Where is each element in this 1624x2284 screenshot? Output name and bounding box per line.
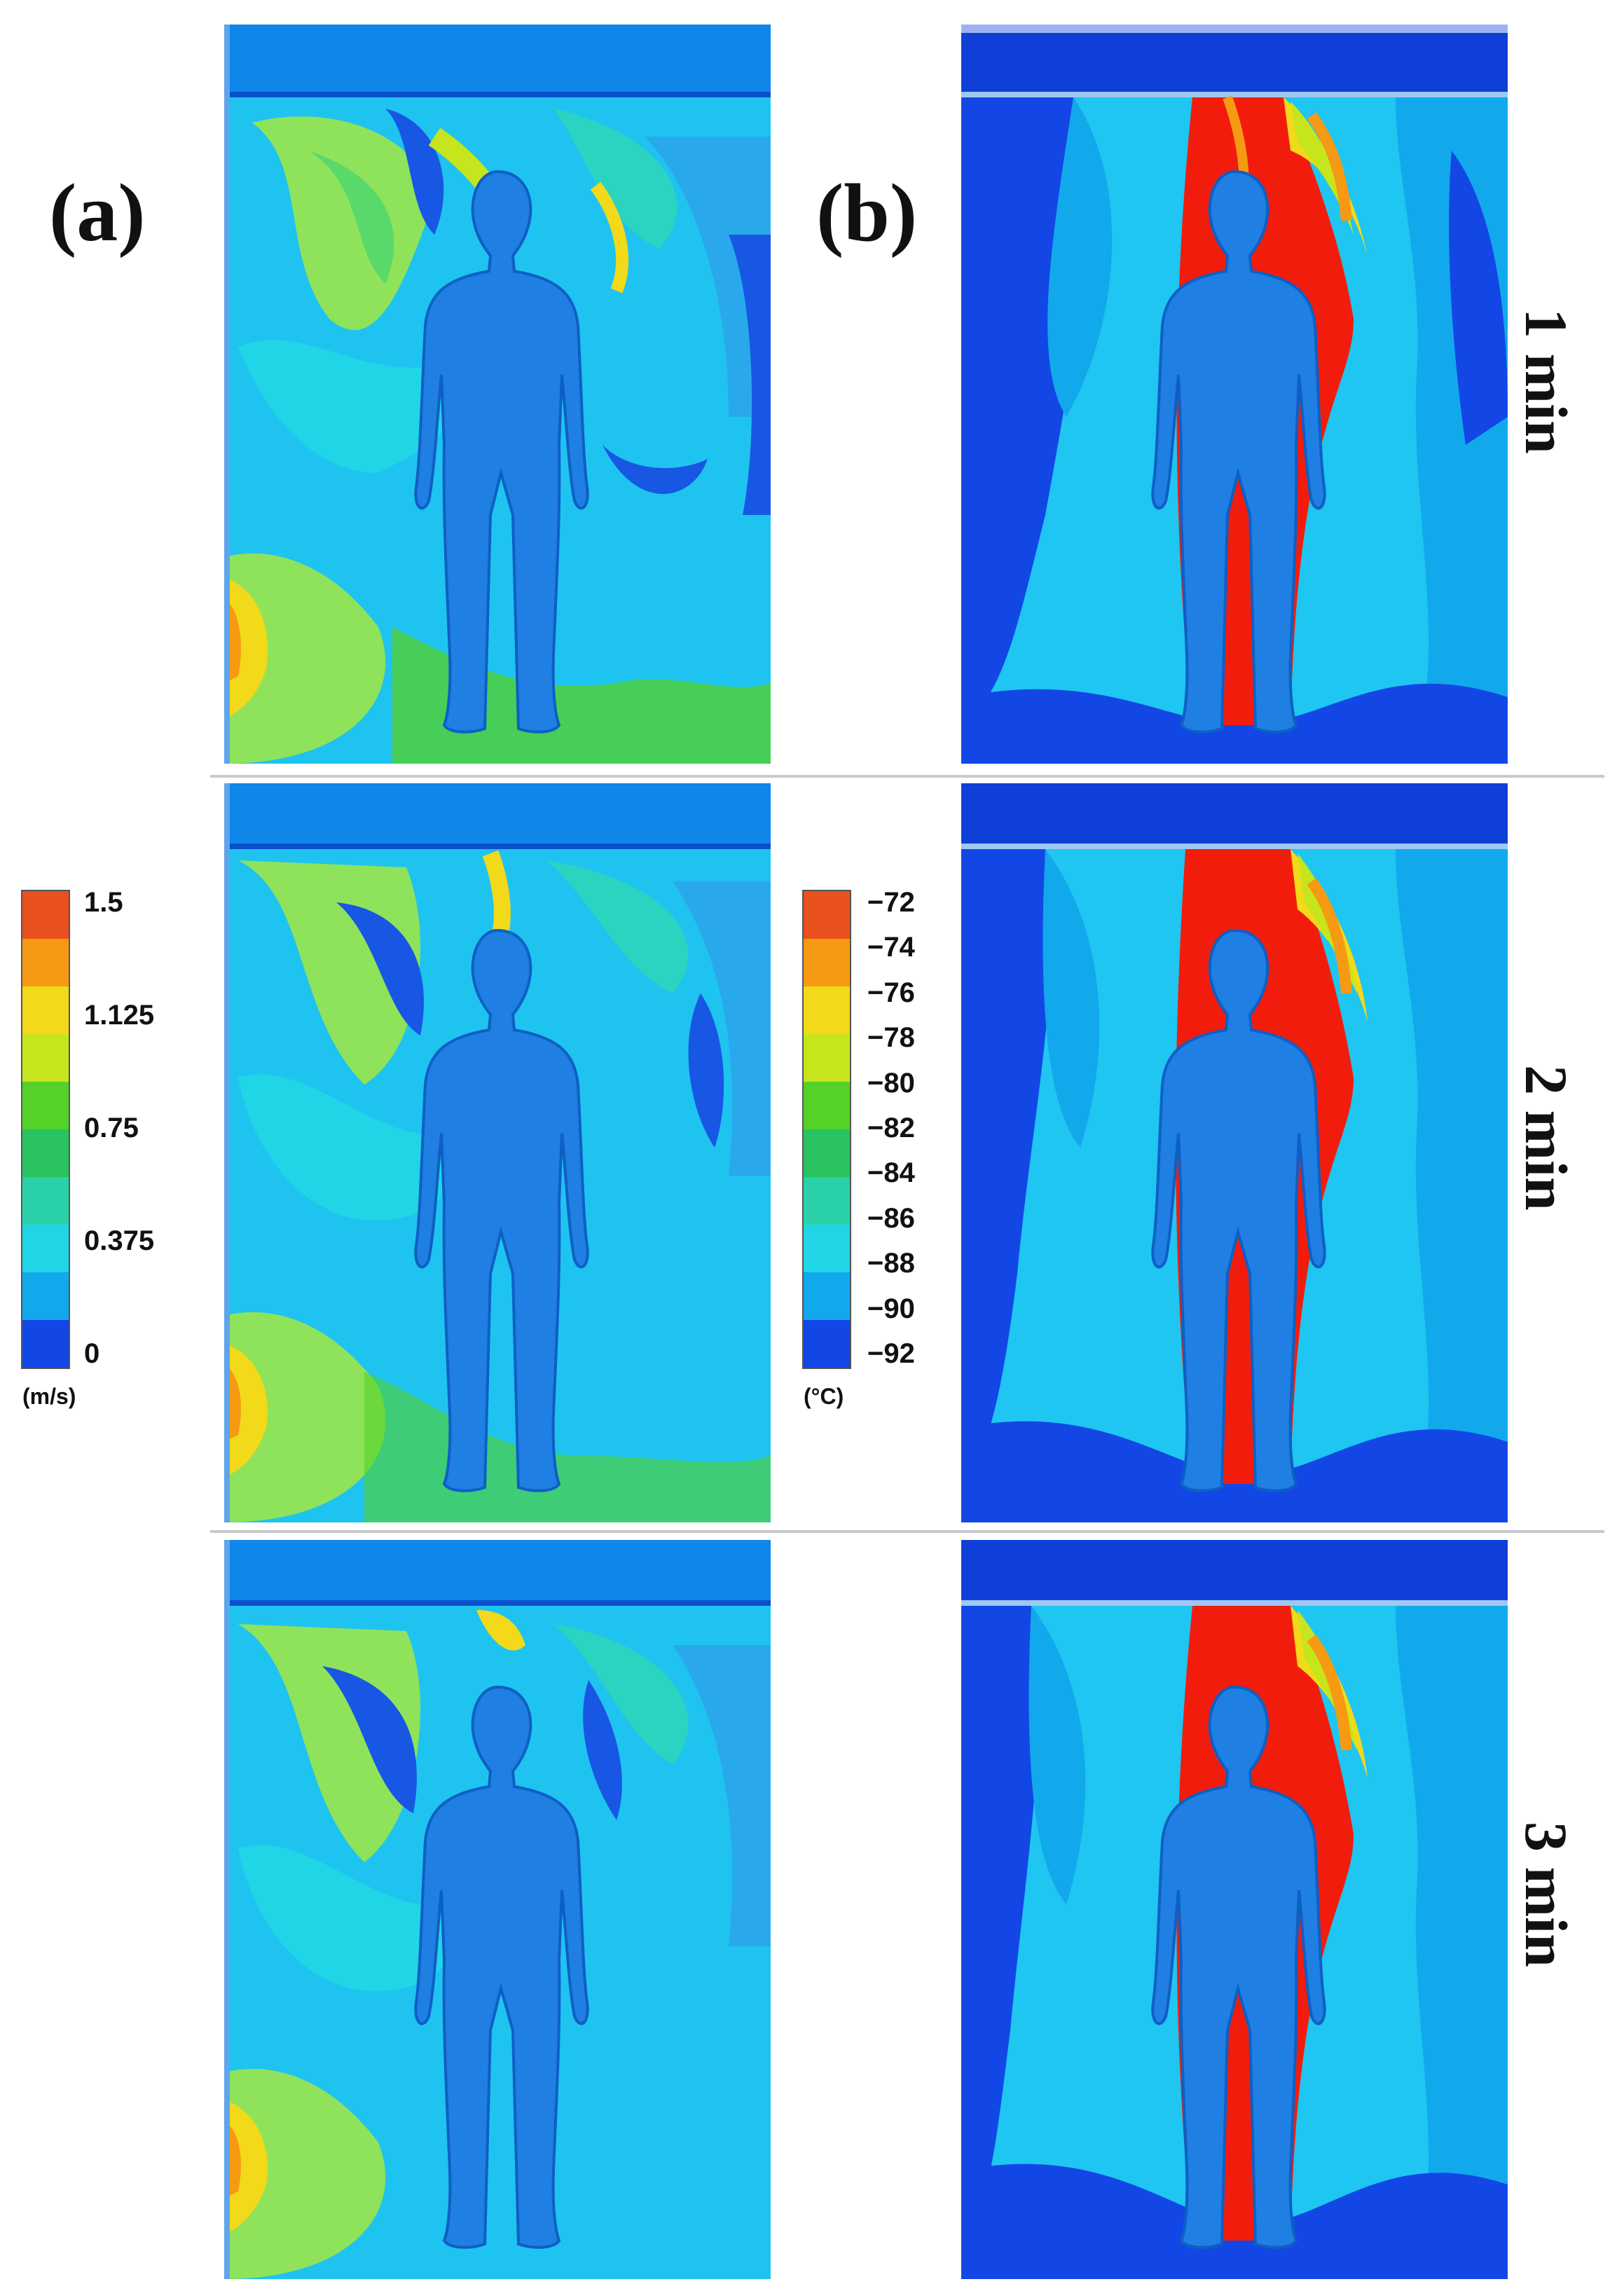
tick-label: −74: [867, 932, 915, 963]
row-separator: [210, 775, 1604, 778]
label-a: (a): [49, 167, 146, 259]
human-body-icon: [1151, 1685, 1326, 2249]
time-label-3: 3 min: [1513, 1822, 1580, 1967]
tick-label: −86: [867, 1202, 915, 1234]
tick-label: 0.75: [84, 1113, 139, 1143]
velocity-unit: (m/s): [22, 1384, 76, 1409]
tick-label: −80: [867, 1067, 915, 1099]
human-body-icon: [1151, 170, 1326, 734]
temperature-unit: (°C): [804, 1384, 844, 1409]
colorbar-segment: [22, 939, 69, 986]
tick-label: −82: [867, 1113, 915, 1143]
colorbar-segment: [22, 1129, 69, 1177]
temperature-colorbar: [802, 890, 851, 1369]
human-body-icon: [414, 170, 589, 734]
tick-label: −90: [867, 1293, 915, 1324]
colorbar-segment: [804, 891, 850, 939]
colorbar-segment: [22, 986, 69, 1034]
colorbar-segment: [804, 939, 850, 986]
velocity-contour-1min: [224, 25, 771, 764]
tick-label: −84: [867, 1157, 915, 1189]
velocity-contour-2min: [224, 783, 771, 1522]
label-b: (b): [816, 167, 918, 259]
colorbar-segment: [804, 1034, 850, 1082]
colorbar-segment: [22, 1320, 69, 1368]
human-body-icon: [414, 928, 589, 1492]
colorbar-segment: [22, 1034, 69, 1082]
tick-label: −76: [867, 977, 915, 1008]
human-body-icon: [414, 1685, 589, 2249]
colorbar-segment: [804, 1225, 850, 1272]
tick-label: −72: [867, 887, 915, 918]
colorbar-segment: [22, 891, 69, 939]
colorbar-segment: [22, 1082, 69, 1129]
tick-label: −92: [867, 1338, 915, 1369]
colorbar-segment: [804, 1177, 850, 1225]
time-label-1: 1 min: [1513, 308, 1580, 454]
row-separator: [210, 1530, 1604, 1533]
temperature-contour-2min: [961, 783, 1508, 1522]
time-label-2: 2 min: [1513, 1065, 1580, 1211]
colorbar-segment: [804, 1082, 850, 1129]
temperature-contour-3min: [961, 1540, 1508, 2279]
velocity-colorbar: [21, 890, 70, 1369]
human-body-icon: [1151, 928, 1326, 1492]
colorbar-segment: [22, 1225, 69, 1272]
tick-label: −88: [867, 1248, 915, 1279]
temperature-contour-1min: [961, 25, 1508, 764]
colorbar-segment: [804, 1320, 850, 1368]
tick-label: 0.375: [84, 1225, 155, 1256]
colorbar-segment: [22, 1177, 69, 1225]
colorbar-segment: [804, 1129, 850, 1177]
tick-label: 0: [84, 1338, 100, 1369]
colorbar-segment: [804, 986, 850, 1034]
colorbar-segment: [804, 1272, 850, 1320]
tick-label: 1.125: [84, 1000, 155, 1031]
colorbar-segment: [22, 1272, 69, 1320]
tick-label: −78: [867, 1022, 915, 1054]
tick-label: 1.5: [84, 887, 123, 918]
velocity-contour-3min: [224, 1540, 771, 2279]
